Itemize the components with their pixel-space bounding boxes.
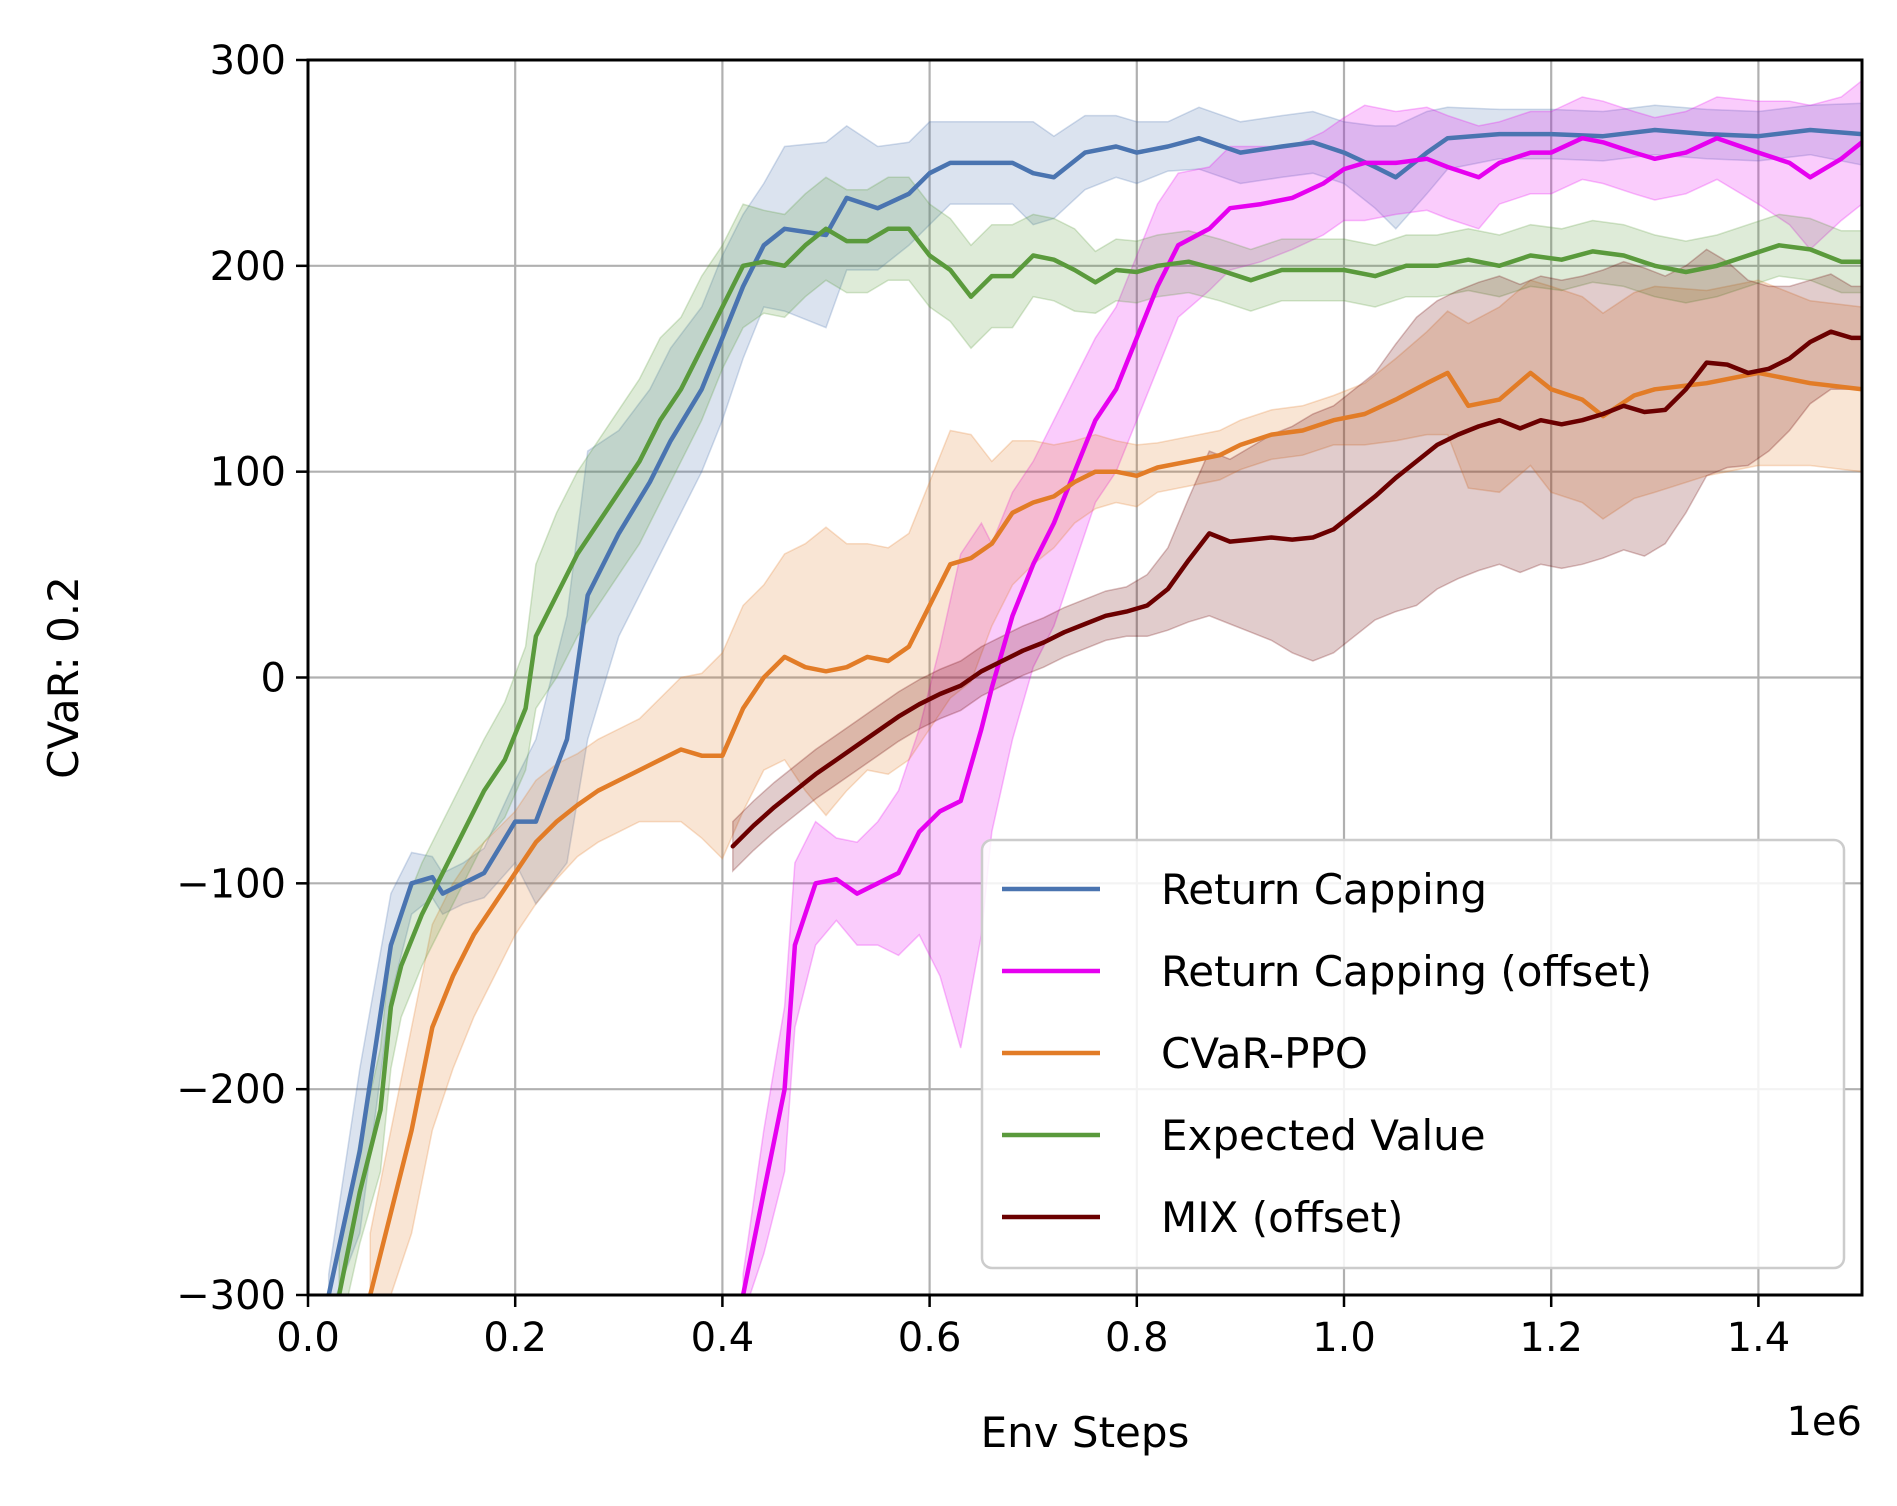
legend-box xyxy=(980,838,1846,1270)
x-axis-offset-label: 1e6 xyxy=(1786,1399,1862,1445)
legend-label-mix-offset: MIX (offset) xyxy=(1161,1193,1403,1242)
x-tick-label: 0.0 xyxy=(276,1315,340,1361)
y-tick-label: 100 xyxy=(210,450,286,496)
x-tick-label: 0.8 xyxy=(1105,1315,1169,1361)
series-line-mix-offset xyxy=(730,329,1862,849)
series-band-return-capping-offset xyxy=(742,79,1862,1295)
legend-label-return-capping: Return Capping xyxy=(1161,865,1487,914)
series-line-cvar-ppo xyxy=(367,370,1862,1295)
y-tick-label: 0 xyxy=(261,656,286,702)
x-tick-label: 1.2 xyxy=(1519,1315,1583,1361)
legend-label-cvar-ppo: CVaR-PPO xyxy=(1161,1029,1368,1078)
x-tick-label: 0.6 xyxy=(898,1315,962,1361)
x-tick-label: 1.0 xyxy=(1312,1315,1376,1361)
legend-label-return-capping-offset: Return Capping (offset) xyxy=(1161,947,1652,996)
series-band-expected-value xyxy=(338,176,1862,1295)
legend: Return Capping Return Capping (offset) CVa… xyxy=(980,838,1846,1270)
series-line-return-capping xyxy=(326,127,1862,1295)
x-axis-ticks: 0.0 0.2 0.4 0.6 0.8 1.0 1.2 1.4 xyxy=(276,1295,1790,1361)
y-tick-label: −300 xyxy=(176,1273,286,1319)
series-band-mix-offset xyxy=(732,248,1862,873)
x-tick-label: 0.4 xyxy=(691,1315,755,1361)
series-line-expected-value xyxy=(336,226,1862,1295)
legend-label-expected-value: Expected Value xyxy=(1161,1111,1486,1160)
x-tick-label: 0.2 xyxy=(483,1315,547,1361)
series-band-return-capping xyxy=(327,102,1862,1295)
y-axis-ticks: −300 −200 −100 0 100 200 300 xyxy=(176,38,308,1319)
y-axis-title: CVaR: 0.2 xyxy=(39,576,88,779)
y-tick-label: −100 xyxy=(176,861,286,907)
series-line-return-capping-offset xyxy=(740,135,1862,1295)
y-tick-label: −200 xyxy=(176,1067,286,1113)
x-tick-label: 1.4 xyxy=(1727,1315,1791,1361)
y-tick-label: 300 xyxy=(210,38,286,84)
x-axis-title: Env Steps xyxy=(981,1408,1190,1457)
lines-layer xyxy=(326,127,1862,1295)
y-tick-label: 200 xyxy=(210,244,286,290)
grid-layer xyxy=(306,58,1862,1297)
